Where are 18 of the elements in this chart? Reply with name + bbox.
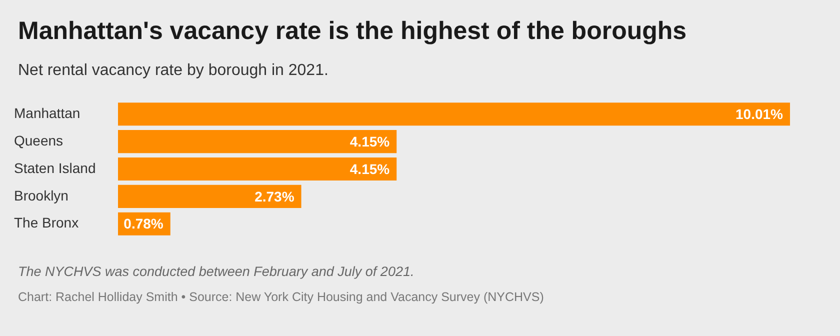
data-label: 4.15% <box>350 133 390 150</box>
bar <box>118 184 302 208</box>
data-label: 0.78% <box>124 216 164 232</box>
bar <box>118 157 397 181</box>
bar <box>118 130 397 154</box>
y-tick-label: Staten Island <box>14 160 96 176</box>
text: The NYCHVS was conducted between February and July of 2021. <box>18 264 414 279</box>
y-tick-label: Queens <box>14 132 64 148</box>
y-tick-label: The Bronx <box>14 214 79 231</box>
text: Chart: Rachel Holliday Smith • Source: New York City Housing and Vacancy Survey (NYCHVS) <box>18 290 544 304</box>
bar <box>118 102 790 126</box>
data-label: 4.15% <box>350 160 390 177</box>
data-label: 2.73% <box>254 188 295 204</box>
data-label: 10.01% <box>736 106 784 122</box>
y-tick-label: Manhattan <box>14 104 80 121</box>
chart-subtitle: Net rental vacancy rate by borough in 2021. <box>18 62 328 80</box>
chart-title: Manhattan's vacancy rate is the highest of the boroughs <box>18 17 687 46</box>
y-tick-label: Brooklyn <box>14 187 68 204</box>
